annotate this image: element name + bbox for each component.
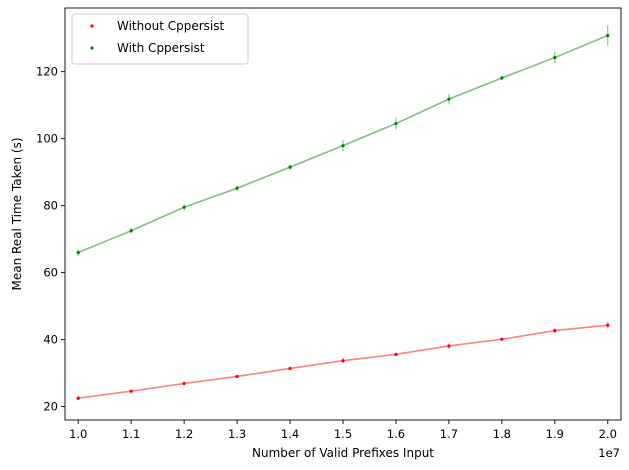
x-tick-label: 1.4	[281, 427, 299, 441]
x-tick-label: 1.0	[69, 427, 87, 441]
data-point-without-cppersist	[606, 323, 610, 327]
data-point-with-cppersist	[447, 97, 451, 101]
data-point-with-cppersist	[235, 186, 239, 190]
data-point-with-cppersist	[182, 205, 186, 209]
y-tick-label: 20	[43, 400, 58, 414]
y-axis: 20 40 60 80 100 120	[36, 65, 65, 414]
legend-box	[71, 13, 249, 65]
data-point-without-cppersist	[447, 344, 451, 348]
data-point-with-cppersist	[288, 165, 292, 169]
data-point-without-cppersist	[341, 359, 345, 363]
x-tick-label: 1.8	[493, 427, 511, 441]
x-tick-label: 1.5	[334, 427, 352, 441]
x-tick-label: 1.3	[228, 427, 246, 441]
data-point-with-cppersist	[341, 144, 345, 148]
y-tick-label: 60	[43, 266, 58, 280]
data-point-without-cppersist	[394, 352, 398, 356]
data-point-with-cppersist	[129, 229, 133, 233]
data-point-without-cppersist	[553, 328, 557, 333]
data-point-with-cppersist	[394, 121, 398, 126]
legend: Without Cppersist With Cppersist	[71, 13, 249, 65]
data-point-with-cppersist	[606, 33, 610, 38]
data-point-without-cppersist	[76, 396, 80, 400]
x-axis: 1.0 1.1 1.2 1.3 1.4 1.5 1.6 1.7 1.8 1.9 2.0	[69, 420, 617, 441]
y-tick-label: 120	[36, 65, 58, 79]
x-tick-label: 1.1	[122, 427, 140, 441]
y-axis-label: Mean Real Time Taken (s)	[10, 137, 24, 290]
x-tick-label: 1.7	[440, 427, 458, 441]
data-point-without-cppersist	[500, 337, 504, 341]
legend-marker-with-cppersist	[90, 46, 94, 50]
legend-marker-without-cppersist	[90, 24, 94, 28]
y-tick-label: 40	[43, 333, 58, 347]
y-tick-label: 80	[43, 199, 58, 213]
x-tick-label: 1.2	[175, 427, 193, 441]
x-axis-label: Number of Valid Prefixes Input	[252, 446, 434, 460]
legend-label-with-cppersist: With Cppersist	[117, 41, 205, 55]
data-point-without-cppersist	[288, 366, 292, 371]
x-tick-label: 1.6	[387, 427, 405, 441]
data-point-without-cppersist	[182, 381, 186, 386]
data-point-without-cppersist	[235, 374, 239, 379]
data-point-with-cppersist	[553, 55, 557, 60]
y-tick-label: 100	[36, 132, 58, 146]
x-tick-label: 1.9	[546, 427, 564, 441]
x-tick-label: 2.0	[599, 427, 617, 441]
legend-label-without-cppersist: Without Cppersist	[117, 19, 224, 33]
x-offset-label: 1e7	[598, 446, 620, 460]
data-point-with-cppersist	[500, 76, 504, 80]
series-layer	[76, 25, 610, 400]
data-point-with-cppersist	[76, 250, 80, 255]
data-point-without-cppersist	[129, 389, 133, 393]
